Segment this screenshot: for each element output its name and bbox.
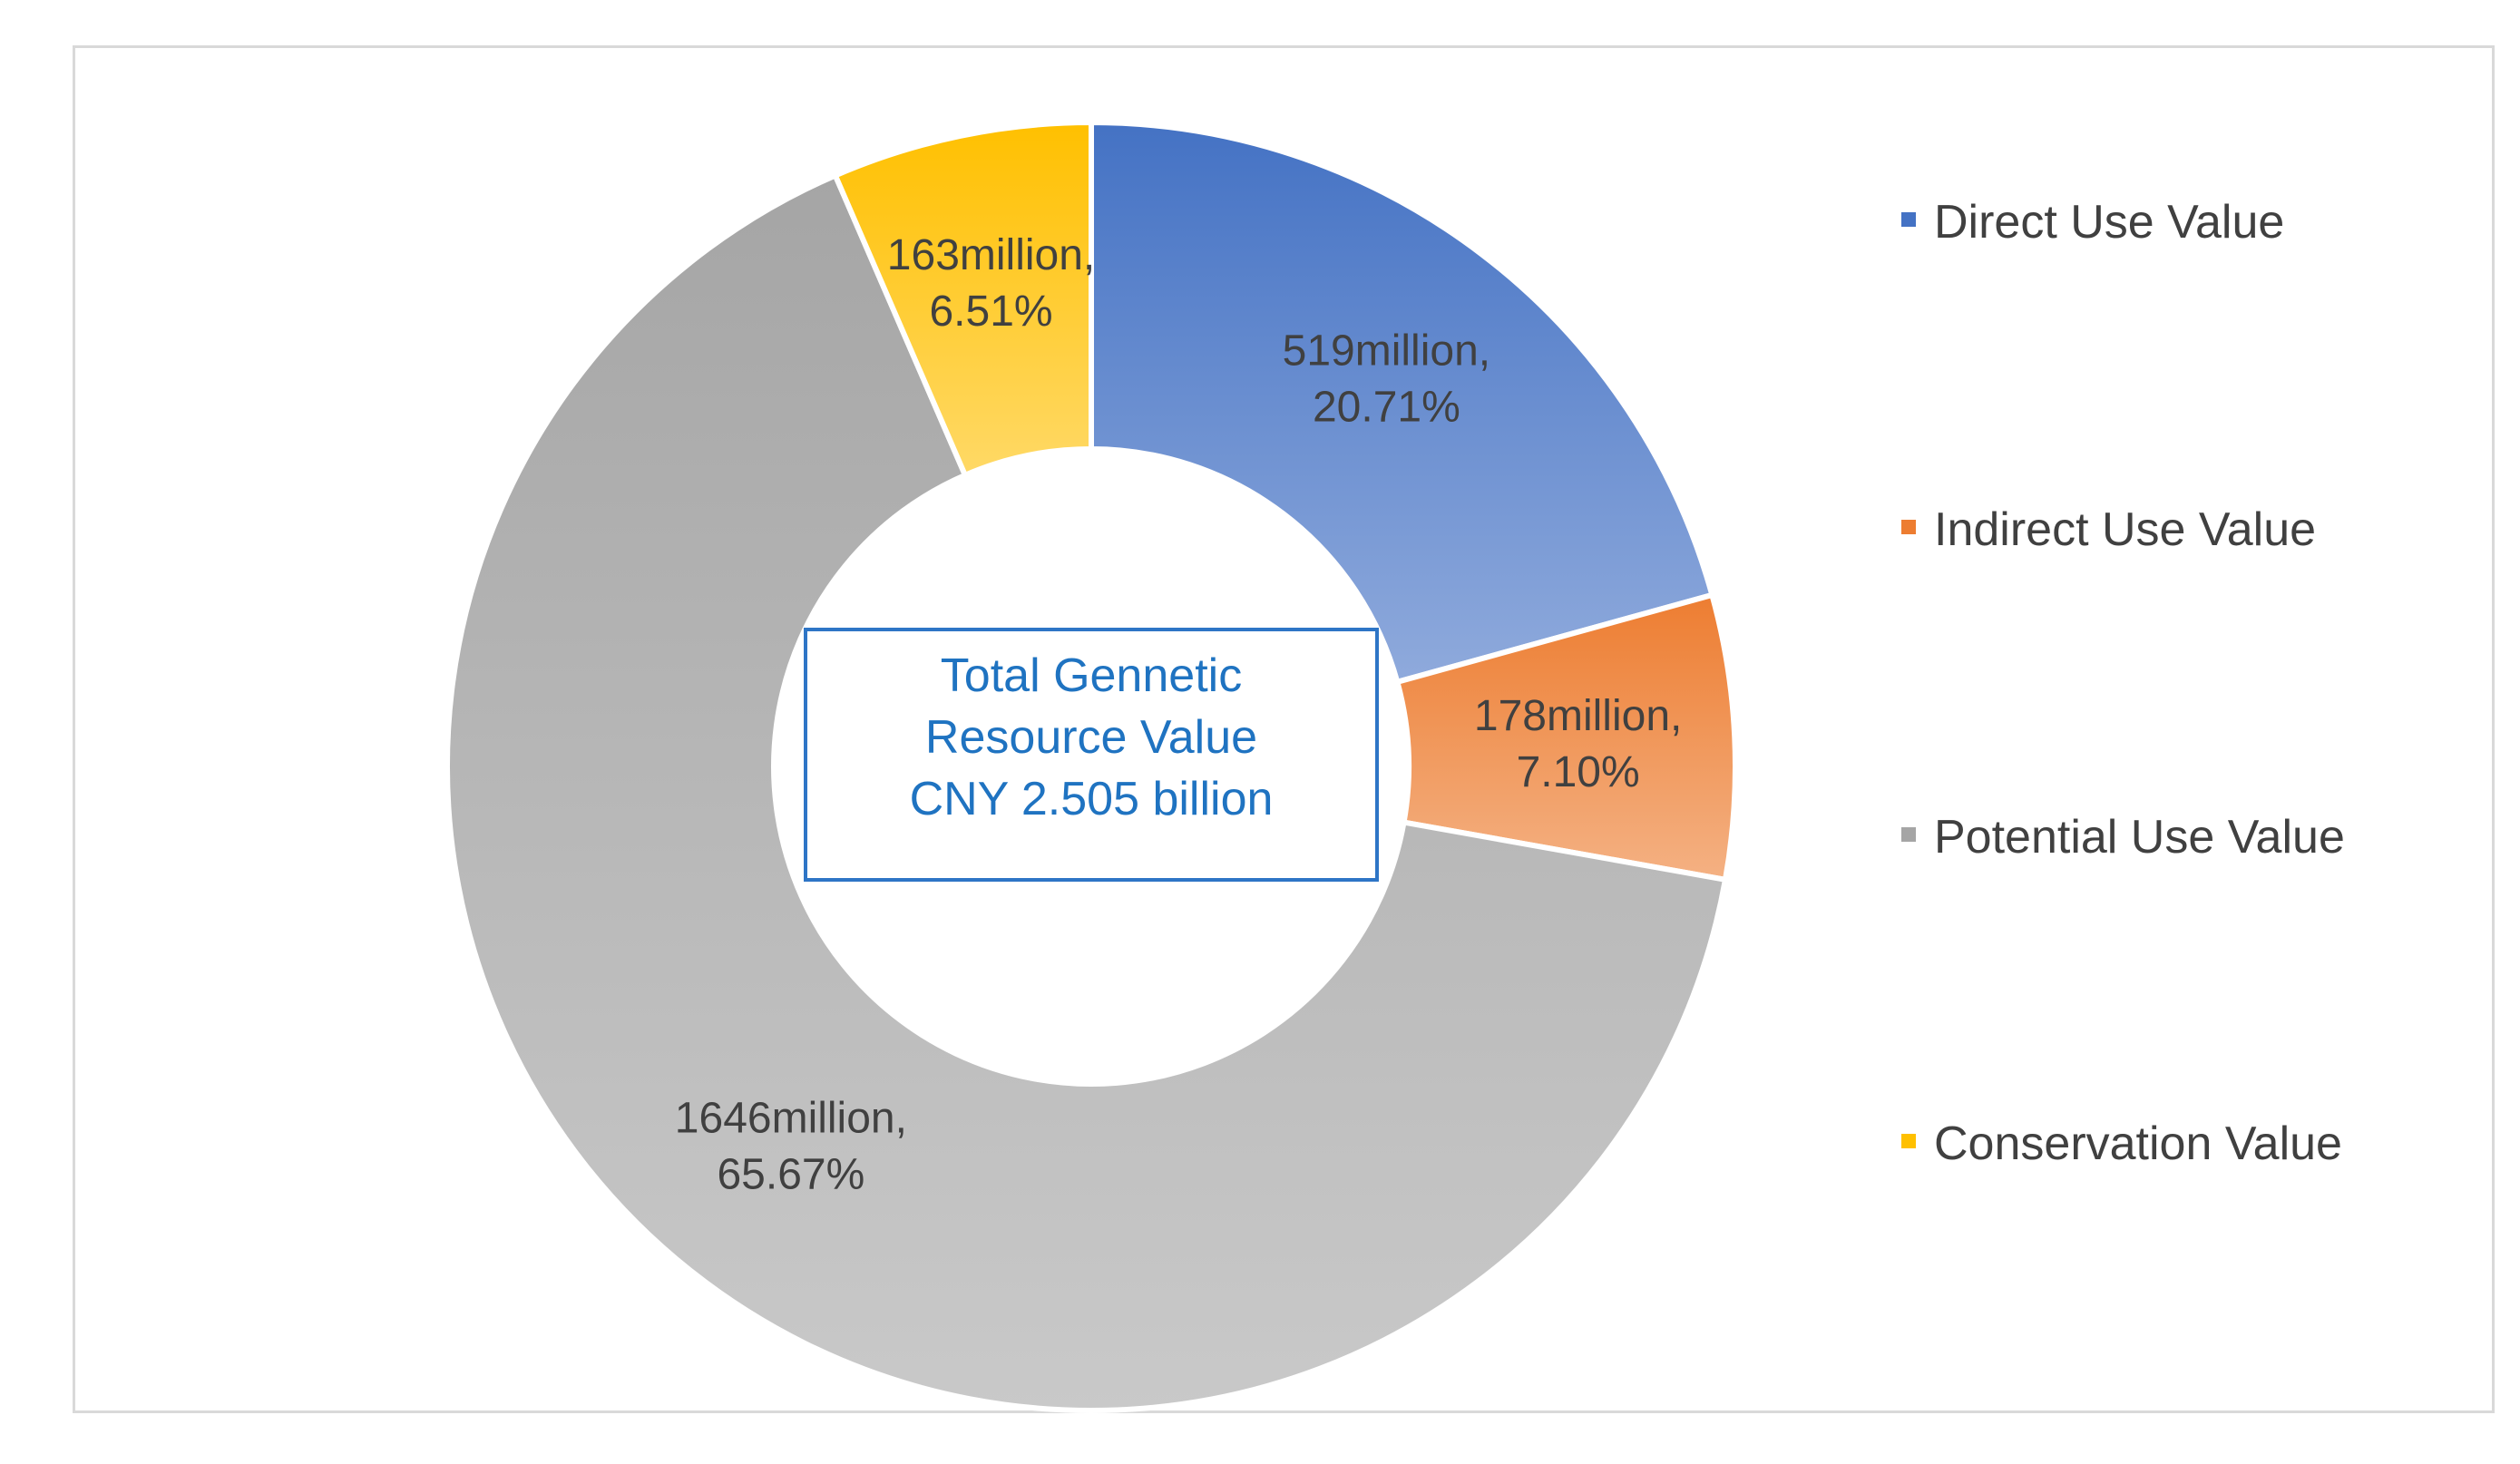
- data-label-indirect-use-percent: 7.10%: [1517, 748, 1640, 796]
- data-label-conservation-percent: 6.51%: [929, 288, 1052, 336]
- labels-group: 519million, 20.71% 178million, 7.10% 1646mil…: [675, 231, 1683, 1199]
- legend-label-potential-use: Potential Use Value: [1934, 811, 2345, 864]
- data-label-indirect-use-value: 178million,: [1474, 692, 1682, 740]
- data-label-potential-use-percent: 65.67%: [717, 1150, 864, 1198]
- data-label-conservation-value: 163million,: [887, 231, 1095, 279]
- legend-label-direct-use: Direct Use Value: [1934, 196, 2284, 249]
- legend-label-conservation: Conservation Value: [1934, 1118, 2342, 1170]
- slices-group: [444, 119, 1739, 1413]
- legend-swatch-direct-use: [1901, 212, 1916, 227]
- legend-swatch-potential-use: [1901, 827, 1916, 842]
- data-label-direct-use-percent: 20.71%: [1313, 384, 1460, 432]
- center-label-line-3: CNY 2.505 billion: [910, 773, 1274, 825]
- legend: Direct Use Value Indirect Use Value Pote…: [1901, 196, 2345, 1170]
- legend-swatch-conservation: [1901, 1134, 1916, 1148]
- center-label-box: [804, 628, 1379, 882]
- data-label-potential-use-value: 1646million,: [675, 1094, 907, 1142]
- slice-direct-use: [1089, 119, 1716, 686]
- slice-potential-use: [444, 171, 1729, 1413]
- center-label-line-2: Resource Value: [925, 711, 1257, 764]
- legend-swatch-indirect-use: [1901, 520, 1916, 534]
- slice-conservation: [831, 119, 1094, 479]
- legend-label-indirect-use: Indirect Use Value: [1934, 503, 2316, 556]
- center-label-line-1: Total Gennetic: [941, 649, 1242, 702]
- data-label-direct-use-value: 519million,: [1283, 327, 1490, 376]
